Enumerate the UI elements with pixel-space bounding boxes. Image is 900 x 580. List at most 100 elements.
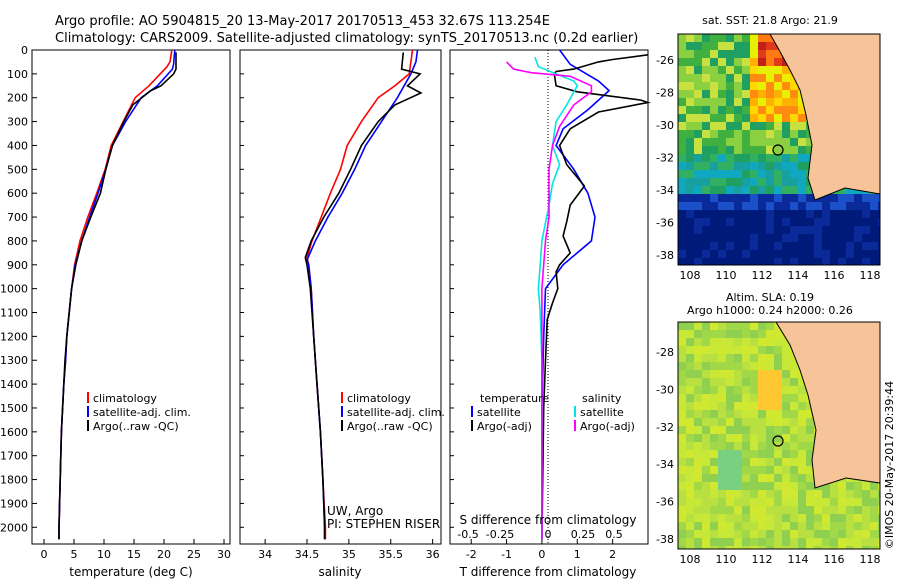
temperature-ytick-label: 0 bbox=[21, 44, 28, 57]
temperature-ytick-label: 1300 bbox=[0, 354, 28, 367]
legend-label: climatology bbox=[93, 392, 157, 405]
xtick-label: 25 bbox=[187, 548, 201, 561]
map-ytick-label: -32 bbox=[656, 421, 674, 434]
map-xtick-label: 118 bbox=[860, 269, 881, 282]
temperature-ytick-label: 1600 bbox=[0, 426, 28, 439]
map-xtick-label: 112 bbox=[752, 269, 773, 282]
series-line-climatology bbox=[58, 49, 173, 540]
xtick2-label: 0 bbox=[545, 528, 552, 541]
map-ytick-label: -34 bbox=[656, 458, 674, 471]
sla-map-frame bbox=[677, 321, 881, 550]
xtick-label: 34.5 bbox=[295, 548, 320, 561]
xtick-label: 20 bbox=[157, 548, 171, 561]
difference-xlabel: T difference from climatology bbox=[459, 565, 637, 579]
series-line-argo-raw-qc- bbox=[304, 52, 423, 540]
temperature-ytick-label: 900 bbox=[7, 259, 28, 272]
temperature-axes bbox=[31, 49, 231, 545]
xtick-label: 35 bbox=[342, 548, 356, 561]
xtick2-label: -0.25 bbox=[486, 528, 514, 541]
title-line2: Climatology: CARS2009. Satellite-adjuste… bbox=[55, 31, 638, 46]
xtick2-label: 0.25 bbox=[571, 528, 596, 541]
salinity-axes bbox=[239, 49, 442, 545]
map-xtick-label: 116 bbox=[824, 269, 845, 282]
xtick-label: 15 bbox=[127, 548, 141, 561]
map-xtick-label: 108 bbox=[680, 269, 701, 282]
sla-map-argo-marker bbox=[772, 435, 784, 447]
map-ytick-label: -30 bbox=[656, 119, 674, 132]
legend-label: climatology bbox=[347, 392, 411, 405]
temperature-ytick-label: 1400 bbox=[0, 378, 28, 391]
series-line-salinity-argo-adj- bbox=[506, 61, 593, 540]
imos-stamp: ©IMOS 20-May-2017 20:39:44 bbox=[883, 381, 896, 549]
xtick2-label: 0.5 bbox=[605, 528, 623, 541]
xtick-label: 5 bbox=[71, 548, 78, 561]
legend-label: satellite-adj. clim. bbox=[93, 406, 191, 419]
xtick-label: 35.5 bbox=[379, 548, 404, 561]
map-ytick-label: -30 bbox=[656, 383, 674, 396]
map-xtick-label: 118 bbox=[860, 553, 881, 566]
temperature-ytick-label: 1000 bbox=[0, 283, 28, 296]
temperature-ytick-label: 700 bbox=[7, 211, 28, 224]
sst-map-frame bbox=[677, 33, 881, 266]
map-ytick-label: -36 bbox=[656, 496, 674, 509]
sst-map-title: sat. SST: 21.8 Argo: 21.9 bbox=[702, 14, 838, 27]
sla-map-title-2: Argo h1000: 0.24 h2000: 0.26 bbox=[687, 304, 853, 317]
salinity-annotation-2: PI: STEPHEN RISER bbox=[327, 517, 440, 531]
map-xtick-label: 114 bbox=[788, 553, 809, 566]
title-line1: Argo profile: AO 5904815_20 13-May-2017 … bbox=[55, 14, 550, 29]
map-xtick-label: 108 bbox=[680, 553, 701, 566]
xtick2-label: -0.5 bbox=[457, 528, 478, 541]
xtick-label: 10 bbox=[97, 548, 111, 561]
legend-label: satellite bbox=[477, 406, 521, 419]
map-ytick-label: -32 bbox=[656, 152, 674, 165]
xtick-label: 0 bbox=[41, 548, 48, 561]
temperature-ytick-label: 1200 bbox=[0, 330, 28, 343]
map-xtick-label: 110 bbox=[716, 269, 737, 282]
salinity-xlabel: salinity bbox=[318, 565, 361, 579]
legend-label: satellite bbox=[580, 406, 624, 419]
legend-label: Argo(..raw -QC) bbox=[347, 420, 433, 433]
xtick-label: -2 bbox=[466, 548, 477, 561]
map-ytick-label: -38 bbox=[656, 249, 674, 262]
sla-map-title-1: Altim. SLA: 0.19 bbox=[726, 291, 814, 304]
series-line-salinity-satellite bbox=[534, 56, 579, 540]
temperature-ytick-label: 1700 bbox=[0, 450, 28, 463]
map-ytick-label: -36 bbox=[656, 217, 674, 230]
temperature-xlabel: temperature (deg C) bbox=[69, 565, 192, 579]
map-ytick-label: -34 bbox=[656, 184, 674, 197]
legend-label: Argo(-adj) bbox=[580, 420, 635, 433]
temperature-ytick-label: 300 bbox=[7, 116, 28, 129]
xtick-label: 30 bbox=[217, 548, 231, 561]
temperature-ytick-label: 200 bbox=[7, 92, 28, 105]
temperature-ytick-label: 100 bbox=[7, 68, 28, 81]
legend-title-temperature: temperature bbox=[480, 392, 549, 405]
sst-map: sat. SST: 21.8 Argo: 21.9 -26 -28 -30 -32 -3… bbox=[656, 14, 881, 282]
legend-label: Argo(..raw -QC) bbox=[93, 420, 179, 433]
legend-label: Argo(-adj) bbox=[477, 420, 532, 433]
temperature-ytick-label: 1900 bbox=[0, 497, 28, 510]
temperature-ytick-label: 1800 bbox=[0, 474, 28, 487]
map-xtick-label: 116 bbox=[824, 553, 845, 566]
xtick-label: -1 bbox=[501, 548, 512, 561]
salinity-panel: 34 34.5 35 35.5 36 climatologysatellite-adj. … bbox=[239, 49, 445, 579]
temperature-ytick-label: 400 bbox=[7, 139, 28, 152]
legend-title-salinity: salinity bbox=[582, 392, 622, 405]
sla-map: Altim. SLA: 0.19 Argo h1000: 0.24 h2000:… bbox=[656, 291, 881, 566]
map-ytick-label: -38 bbox=[656, 533, 674, 546]
map-ytick-label: -28 bbox=[656, 346, 674, 359]
xtick-label: 34 bbox=[258, 548, 272, 561]
sst-map-argo-marker bbox=[772, 144, 784, 156]
xtick-label: 0 bbox=[538, 548, 545, 561]
difference-xlabel2: S difference from climatology bbox=[460, 513, 637, 527]
temperature-ytick-label: 500 bbox=[7, 163, 28, 176]
map-xtick-label: 112 bbox=[752, 553, 773, 566]
xtick-label: 36 bbox=[426, 548, 440, 561]
map-ytick-label: -26 bbox=[656, 54, 674, 67]
temperature-ytick-label: 1500 bbox=[0, 402, 28, 415]
series-line-satellite-adj-clim- bbox=[58, 49, 176, 540]
xtick-label: 1 bbox=[574, 548, 581, 561]
temperature-ytick-label: 800 bbox=[7, 235, 28, 248]
map-ytick-label: -28 bbox=[656, 87, 674, 100]
temperature-ytick-label: 600 bbox=[7, 187, 28, 200]
